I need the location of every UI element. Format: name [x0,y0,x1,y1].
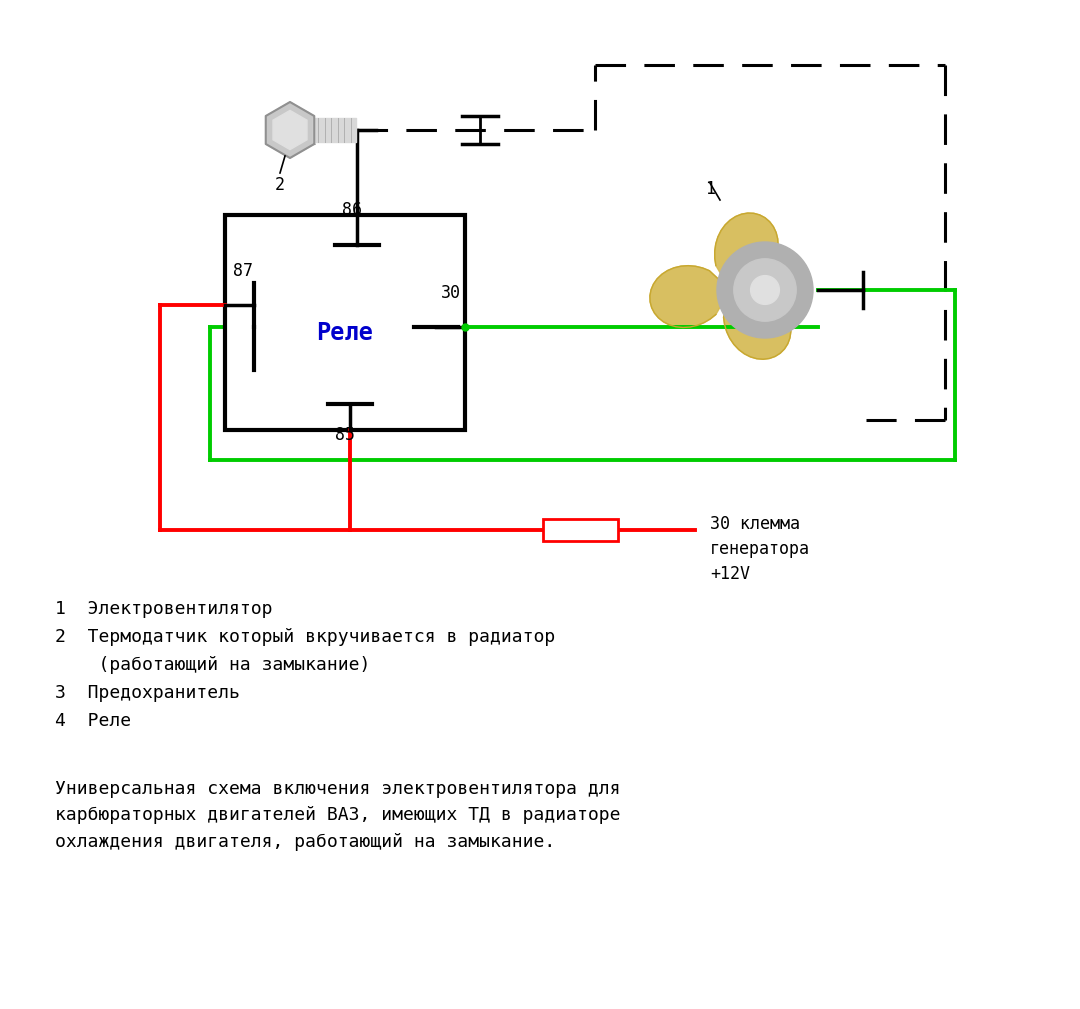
Text: 85: 85 [335,426,355,444]
Text: 30 клемма
генератора
+12V: 30 клемма генератора +12V [710,515,810,583]
Circle shape [751,275,780,305]
Text: 30: 30 [442,284,461,302]
Text: 2: 2 [275,176,285,194]
Bar [225,215,465,430]
Text: 87: 87 [233,262,253,281]
Text: 3  Предохранитель: 3 Предохранитель [55,684,240,702]
Text: Универсальная схема включения электровентилятора для
карбюраторных двигателей ВА: Универсальная схема включения электровен… [55,780,621,851]
Polygon shape [650,265,730,328]
Polygon shape [273,110,307,149]
Text: 2  Термодатчик который вкручивается в радиатор: 2 Термодатчик который вкручивается в рад… [55,628,555,646]
Polygon shape [715,213,778,290]
Text: 86: 86 [342,202,362,219]
Bar [543,519,618,541]
Text: Реле: Реле [316,321,374,344]
Text: 4  Реле: 4 Реле [55,712,131,730]
Text: 1: 1 [705,180,715,198]
Text: 1  Электровентилятор: 1 Электровентилятор [55,600,272,618]
Text: (работающий на замыкание): (работающий на замыкание) [55,656,370,674]
Polygon shape [724,290,791,359]
Polygon shape [266,102,314,158]
Circle shape [717,242,813,338]
Circle shape [733,258,796,321]
